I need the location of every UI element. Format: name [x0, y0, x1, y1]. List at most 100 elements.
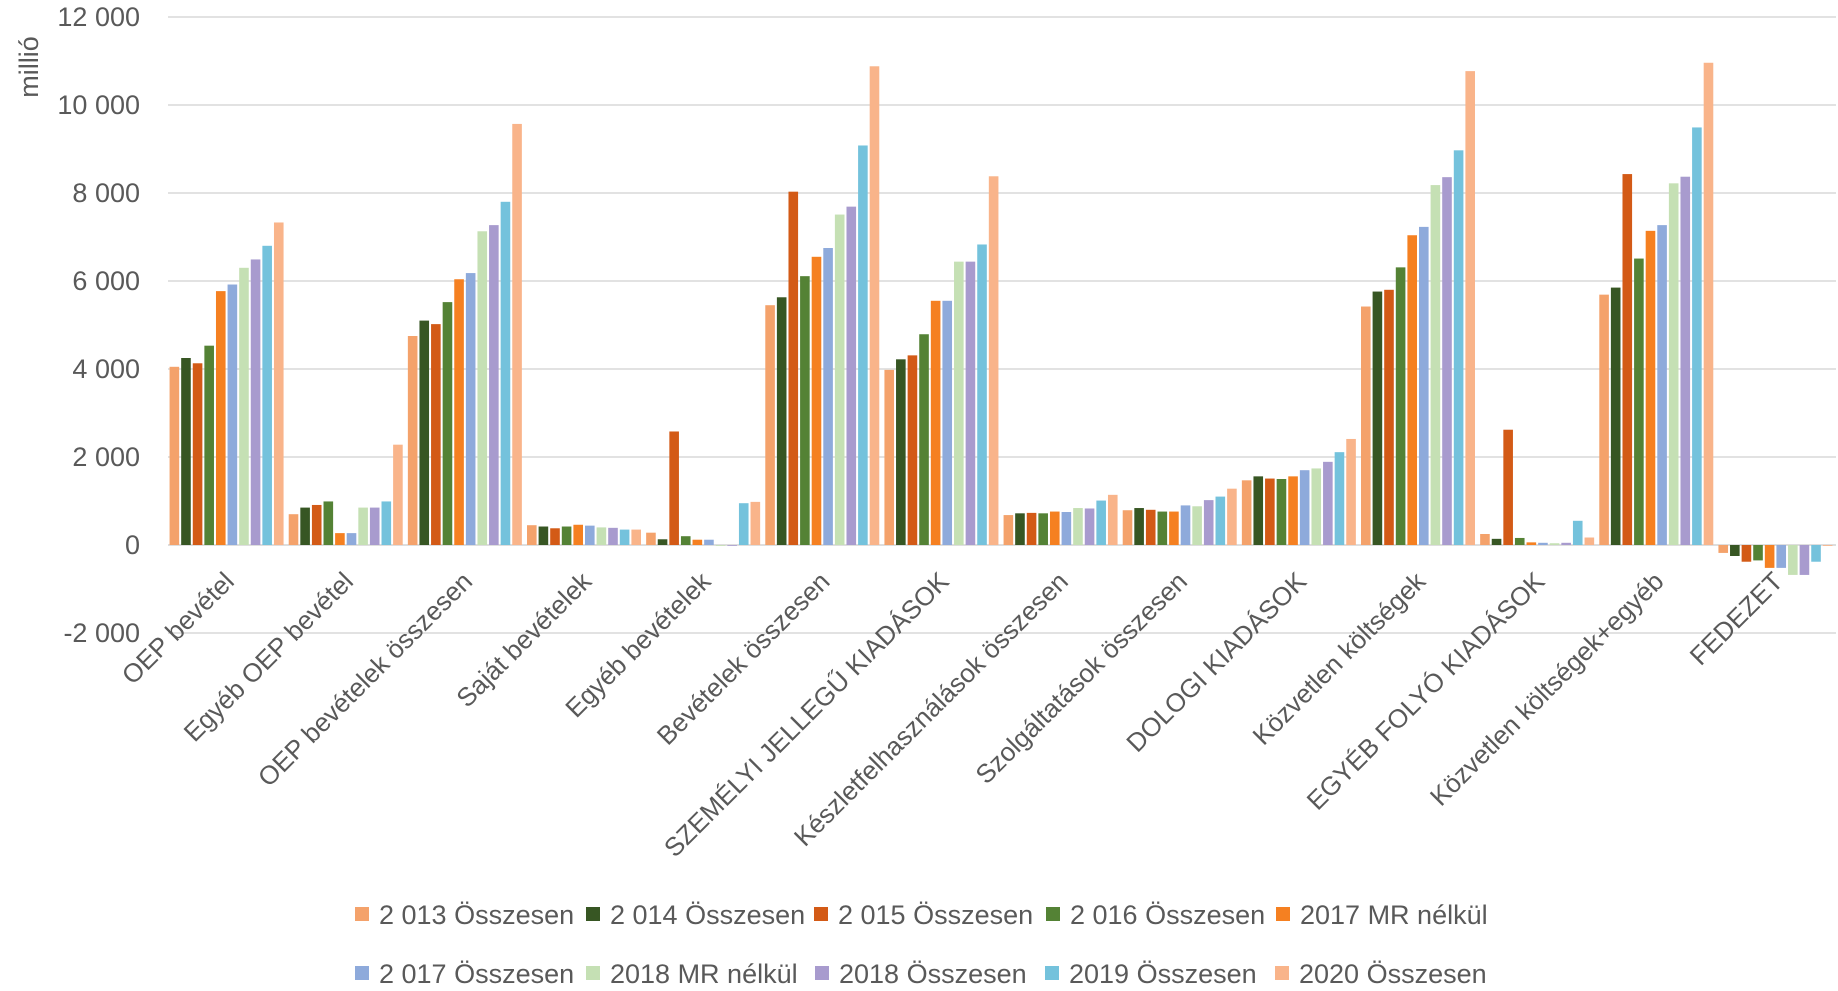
legend-swatch	[814, 907, 828, 921]
y-tick-label: -2 000	[63, 618, 140, 648]
bar	[1157, 511, 1168, 545]
legend-swatch	[1046, 907, 1060, 921]
y-tick-label: 4 000	[72, 354, 140, 384]
legend-swatch	[355, 966, 369, 980]
bar	[465, 273, 476, 545]
x-tick-label: Közvetlen költségek+egyéb	[1424, 566, 1670, 812]
bar	[692, 539, 703, 545]
bar	[1741, 545, 1752, 562]
bar	[1061, 512, 1072, 545]
bar	[1299, 470, 1310, 545]
bar	[204, 345, 214, 545]
bar	[1822, 545, 1833, 546]
bar	[811, 256, 822, 545]
bar	[573, 524, 583, 545]
bar	[477, 231, 488, 545]
bar	[1323, 461, 1333, 545]
bar	[1764, 545, 1775, 568]
bar	[942, 300, 953, 545]
bar	[1622, 174, 1633, 545]
bar	[393, 444, 403, 545]
bar	[1134, 508, 1144, 545]
legend-swatch	[1045, 966, 1059, 980]
bar	[1145, 509, 1156, 545]
legend-item: 2 017 Összesen	[355, 959, 574, 989]
y-axis-ticks: -2 000 0 2 000 4 000 6 000 8 000 10 000 12 000	[57, 2, 140, 648]
bar	[1572, 520, 1583, 545]
bar	[704, 539, 714, 545]
x-tick-label: OEP bevételek összesen	[252, 566, 478, 792]
bar	[239, 267, 249, 545]
bar	[1491, 538, 1502, 545]
bar	[1776, 545, 1787, 568]
bar	[1561, 542, 1571, 545]
x-tick-label: EGYÉB FOLYÓ KIADÁSOK	[1301, 566, 1551, 816]
bar	[846, 206, 857, 545]
bar	[1003, 515, 1014, 545]
bar	[619, 529, 630, 545]
bar	[407, 336, 418, 545]
bar	[1419, 226, 1429, 545]
bar	[1465, 71, 1475, 546]
bar	[489, 225, 499, 545]
legend-label: 2019 Összesen	[1069, 959, 1257, 989]
bar	[323, 501, 334, 545]
bar	[1480, 534, 1490, 545]
legend-label: 2 016 Összesen	[1070, 900, 1265, 930]
bar	[561, 526, 572, 545]
bar	[1073, 508, 1083, 545]
bar	[431, 324, 441, 545]
bar	[181, 358, 191, 545]
legend-label: 2 013 Összesen	[379, 900, 574, 930]
bar	[1288, 476, 1298, 545]
bar	[657, 539, 668, 545]
bar	[907, 355, 918, 545]
bar	[1811, 545, 1821, 562]
bar	[442, 302, 453, 545]
bar	[1311, 468, 1322, 545]
bar	[896, 359, 906, 545]
bar	[250, 259, 261, 545]
legend-item: 2 015 Összesen	[814, 900, 1033, 930]
bar	[954, 261, 964, 545]
bar	[1549, 543, 1560, 545]
bar	[262, 245, 272, 546]
bar	[750, 501, 761, 545]
bar	[527, 525, 537, 545]
bar	[1192, 506, 1202, 545]
bar	[1692, 127, 1702, 545]
bar	[1657, 225, 1667, 545]
bar	[930, 300, 941, 545]
bar	[585, 525, 595, 545]
bar	[1227, 488, 1237, 545]
bar	[1718, 545, 1729, 553]
bar	[1241, 480, 1252, 545]
bar	[858, 145, 868, 546]
bar	[311, 504, 322, 545]
legend-swatch	[355, 907, 369, 921]
x-tick-label: Szolgáltatások összesen	[969, 566, 1193, 790]
bar	[1730, 545, 1740, 556]
y-tick-label: 12 000	[57, 2, 140, 32]
bar	[1026, 512, 1037, 545]
bar	[1680, 176, 1691, 545]
bar	[669, 431, 679, 545]
bars	[169, 62, 1833, 575]
bar	[776, 297, 787, 545]
y-axis-label: millió	[14, 36, 44, 98]
y-tick-label: 2 000	[72, 442, 140, 472]
legend-swatch	[1275, 966, 1289, 980]
bar	[1334, 452, 1345, 545]
bar	[1169, 511, 1179, 545]
legend-item: 2017 MR nélkül	[1276, 900, 1488, 930]
bar	[1253, 476, 1264, 545]
bar	[1384, 289, 1394, 545]
bar	[1084, 508, 1095, 545]
bar	[1610, 287, 1621, 545]
legend-label: 2018 MR nélkül	[610, 959, 798, 989]
bar	[738, 503, 749, 545]
bar	[1265, 478, 1275, 545]
bar	[1038, 513, 1048, 545]
